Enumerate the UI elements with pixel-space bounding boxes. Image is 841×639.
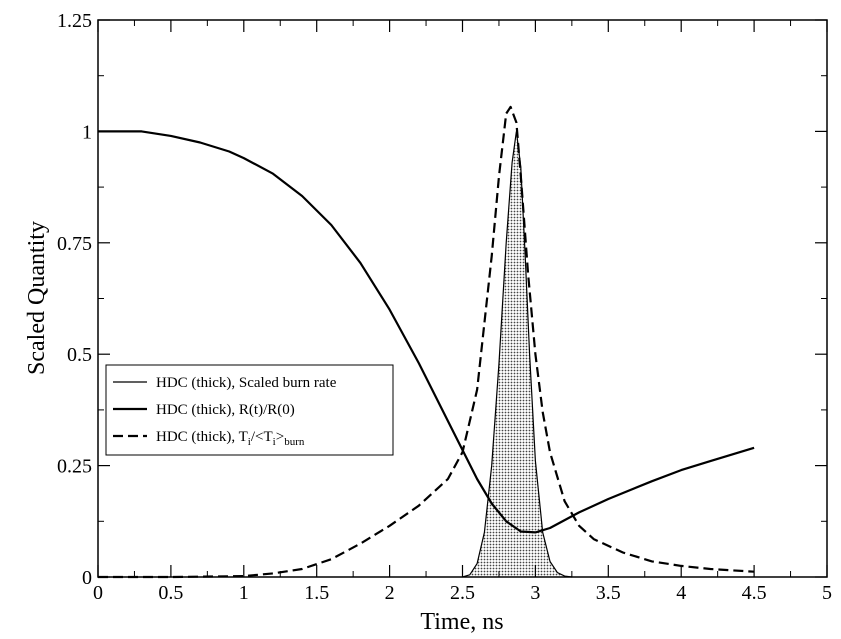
legend-temp-sub-i: i [248,436,251,448]
x-tick-label: 1 [239,582,249,604]
legend-label-burn-rate: HDC (thick), Scaled burn rate [156,375,337,391]
x-tick-label: 1.5 [304,582,329,604]
legend-label-temperature: HDC (thick), Ti/<Ti>burn [156,429,305,448]
x-tick-label: 0 [93,582,103,604]
y-tick-label: 1 [82,121,92,143]
y-tick-label: 1.25 [57,10,92,32]
legend-temp-mid: /<T [251,429,273,445]
legend-temp-sub-i2: i [273,436,276,448]
plot-layer [98,105,755,579]
x-tick-label: 3.5 [596,582,621,604]
legend-temp-gt: > [276,429,284,445]
y-tick-label: 0.25 [57,456,92,478]
x-axis-title: Time, ns [420,609,503,635]
y-tick-label: 0.5 [67,344,92,366]
y-axis-title: Scaled Quantity [24,221,50,375]
series-burn-rate-area [462,131,572,577]
series-radius-line [98,130,755,534]
x-tick-label: 0.5 [158,582,183,604]
x-tick-label: 2.5 [450,582,475,604]
plot-frame [97,19,828,578]
legend-temp-prefix: HDC (thick), T [156,429,248,445]
series-temperature-line [98,105,755,579]
x-tick-label: 3 [530,582,540,604]
legend-temp-sub-burn: burn [284,436,305,448]
ticks-layer: 0 0.5 1 1.5 2 2.5 3 3.5 4 4.5 5 0 0.25 0.5 0.75 1 1.25 [57,10,832,604]
y-tick-label: 0.75 [57,233,92,255]
x-tick-label: 2 [385,582,395,604]
x-tick-label: 4 [676,582,686,604]
legend: HDC (thick), Scaled burn rate HDC (thick… [105,364,394,456]
legend-box [105,364,394,456]
x-tick-label: 5 [822,582,832,604]
x-tick-label: 4.5 [742,582,767,604]
y-tick-label: 0 [82,567,92,589]
legend-label-radius: HDC (thick), R(t)/R(0) [156,402,295,418]
